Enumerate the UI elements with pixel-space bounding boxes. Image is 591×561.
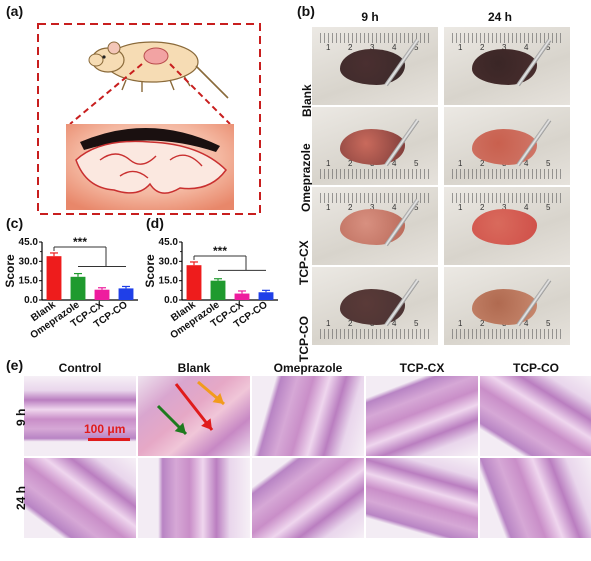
y-tick-label: 0.0 <box>24 295 38 306</box>
histology-control-9h <box>24 376 136 456</box>
significance-label: *** <box>213 244 227 258</box>
red-arrow-icon <box>174 383 214 431</box>
y-tick-label: 45.0 <box>19 237 39 248</box>
arrows-overlay <box>156 380 225 436</box>
y-tick-label: 15.0 <box>159 276 179 287</box>
bar-tcp-cx <box>234 293 250 300</box>
histology-omeprazole-9h <box>252 376 364 456</box>
stomach-tissue <box>471 288 538 325</box>
panel-label-e: (e) <box>6 357 24 373</box>
y-axis-label: Score <box>144 254 157 288</box>
histology-tcp-co-9h <box>480 376 591 456</box>
bar-chart-c: 0.015.030.045.0ScoreBlankOmeprazoleTCP-C… <box>4 235 138 341</box>
stomach-tissue <box>339 128 406 165</box>
hist-col-header-tcp-cx: TCP-CX <box>399 361 445 375</box>
opened-stomach-icon <box>66 124 234 210</box>
panel-label-d: (d) <box>146 215 164 231</box>
green-arrow-icon <box>156 404 188 436</box>
stomach-tissue <box>339 288 406 325</box>
histology-blank-24h <box>138 458 250 538</box>
histology-control-24h <box>24 458 136 538</box>
panel-label-c: (c) <box>6 215 24 231</box>
panel-label-a: (a) <box>6 3 24 19</box>
stomach-tissue <box>339 208 406 245</box>
row-header-tcp-cx: TCP-CX <box>297 240 311 285</box>
hist-col-header-omeprazole: Omeprazole <box>273 361 343 375</box>
bar-tcp-cx <box>94 289 110 300</box>
histology-tcp-cx-24h <box>366 458 478 538</box>
hist-row-header-9h: 9 h <box>14 408 28 426</box>
bar-tcp-co <box>118 288 134 300</box>
bar-omeprazole <box>210 280 226 300</box>
stomach-tissue <box>471 208 538 245</box>
bar-omeprazole <box>70 276 86 300</box>
bar-chart-d: 0.015.030.045.0ScoreBlankOmeprazoleTCP-C… <box>144 237 278 341</box>
hist-col-header-control: Control <box>58 361 102 375</box>
orange-arrow-icon <box>197 380 225 406</box>
y-tick-label: 45.0 <box>159 237 179 248</box>
rat-stomach-illustration <box>37 23 261 215</box>
y-tick-label: 30.0 <box>19 256 39 267</box>
y-axis-label: Score <box>4 254 17 288</box>
col-header-9h: 9 h <box>361 10 379 24</box>
histology-tcp-cx-9h <box>366 376 478 456</box>
bar-blank <box>46 256 62 300</box>
scale-bar-label: 100 μm <box>84 422 126 436</box>
bar-tcp-co <box>258 292 274 300</box>
dashed-frame <box>37 23 261 215</box>
bar-blank <box>186 265 202 300</box>
row-header-omeprazole: Omeprazole <box>299 143 313 212</box>
rat-icon <box>88 41 229 99</box>
hist-col-header-blank: Blank <box>177 361 211 375</box>
histology-tcp-co-24h <box>480 458 591 538</box>
hist-row-header-24h: 24 h <box>14 485 28 510</box>
panel-label-b: (b) <box>297 3 315 19</box>
stomach-tissue <box>339 48 406 85</box>
hist-col-header-tcp-co: TCP-CO <box>513 361 559 375</box>
scale-bar <box>88 438 130 441</box>
y-tick-label: 15.0 <box>19 276 39 287</box>
y-tick-label: 30.0 <box>159 256 179 267</box>
col-header-24h: 24 h <box>487 10 512 24</box>
histology-blank-9h <box>138 376 250 456</box>
y-tick-label: 0.0 <box>164 295 178 306</box>
row-header-tcp-co: TCP-CO <box>297 316 311 362</box>
significance-label: *** <box>73 235 87 249</box>
stomach-tissue <box>471 48 538 85</box>
stomach-tissue <box>471 128 538 165</box>
histology-omeprazole-24h <box>252 458 364 538</box>
